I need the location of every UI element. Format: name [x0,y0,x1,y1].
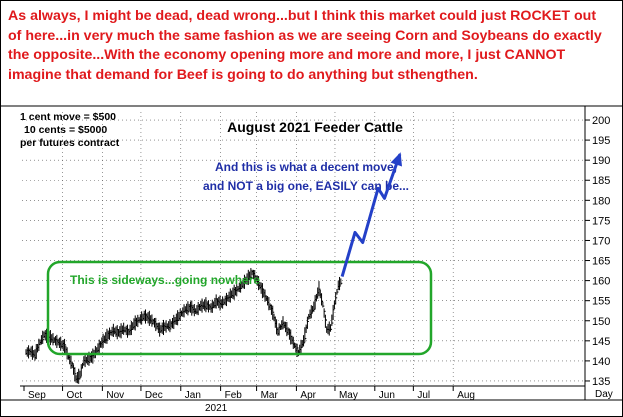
y-tick-label: 140 [592,356,610,368]
x-tick-label: Jan [185,390,201,401]
projection-line [340,153,402,278]
projection-arrowhead [390,152,402,167]
chart-title: August 2021 Feeder Cattle [227,119,403,135]
y-tick-label: 160 [592,276,610,288]
year-label: 2021 [205,403,228,414]
projection-arrow [340,152,402,278]
projection-annotation-line-1: And this is what a decent move, [215,160,397,174]
x-tick-label: May [339,390,358,401]
y-axis-label: Day [595,389,613,400]
x-tick-label: Sep [28,390,46,401]
y-tick-label: 145 [592,336,610,348]
y-tick-label: 155 [592,296,610,308]
contract-info: 1 cent move = $500 10 cents = $5000 per … [20,111,119,150]
x-tick-label: Mar [261,390,279,401]
price-bars [25,268,343,384]
y-tick-label: 135 [592,376,610,388]
y-tick-label: 200 [592,115,610,127]
sideways-range-box [46,260,433,356]
contract-info-line-1: 1 cent move = $500 [20,111,117,123]
x-tick-label: Jun [379,390,395,401]
x-tick-label: Jul [417,390,430,401]
y-tick-label: 150 [592,316,610,328]
x-tick-labels: Sep Oct Nov Dec Jan Feb Mar Apr May Jun Jul Aug [28,390,475,401]
y-tick-label: 175 [592,215,610,227]
y-tick-labels: 135 140 145 150 155 160 165 170 175 180 185 190 195 2… [592,115,610,388]
y-tick-label: 195 [592,135,610,147]
y-tick-label: 190 [592,155,610,167]
projection-annotation-line-2: and NOT a big one, EASILY can be... [203,179,409,193]
grid-layer [22,112,590,391]
range-annotation: This is sideways...going nowhere [70,273,260,287]
x-tick-label: Feb [225,390,243,401]
x-tick-label: Dec [145,390,163,401]
y-tick-label: 165 [592,256,610,268]
y-tick-label: 185 [592,175,610,187]
y-tick-label: 170 [592,235,610,247]
x-tick-label: Nov [106,390,124,401]
contract-info-line-2: 10 cents = $5000 [24,124,108,136]
x-tick-label: Oct [67,390,83,401]
axis-layer [0,105,622,401]
commentary-banner: As always, I might be dead, dead wrong..… [8,8,602,83]
y-tick-label: 180 [592,195,610,207]
x-tick-label: Aug [457,390,475,401]
x-tick-label: Apr [300,390,316,401]
